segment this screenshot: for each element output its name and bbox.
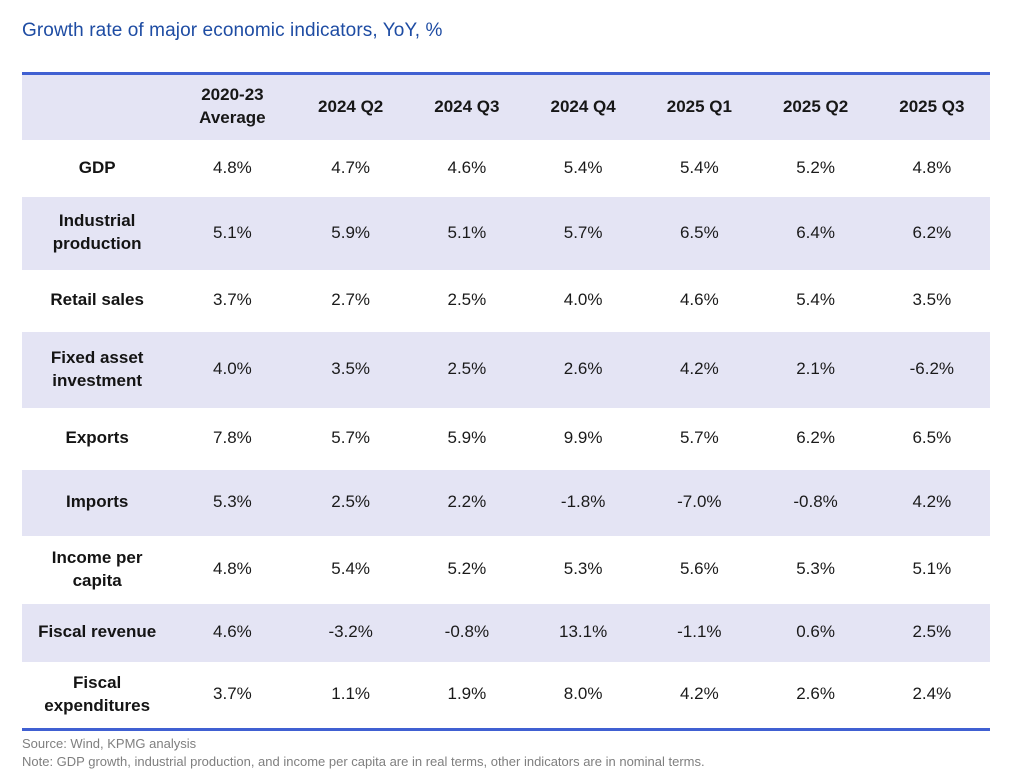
table-header: 2020-23 Average 2024 Q2 2024 Q3 2024 Q4 … (22, 73, 990, 140)
row-label: Income per capita (51, 547, 143, 590)
cell-value: 5.4% (679, 157, 719, 177)
cell-value: 5.7% (331, 428, 371, 448)
cell-value: 4.7% (331, 157, 371, 177)
row-label: Fixed asset investment (50, 347, 144, 390)
cell-value: 5.2% (447, 559, 487, 579)
row-label: Imports (65, 492, 129, 512)
table-row-income-per-capita: Income per capita 4.8% 5.4% 5.2% 5.3% 5.… (22, 535, 990, 604)
row-label: Fiscal expenditures (44, 672, 151, 715)
column-header-2025-q2: 2025 Q2 (782, 96, 849, 116)
cell-value: 3.5% (331, 359, 371, 379)
table-row-fiscal-revenue: Fiscal revenue 4.6% -3.2% -0.8% 13.1% -1… (22, 603, 990, 662)
cell-value: 4.6% (679, 290, 719, 310)
cell-value: 4.2% (679, 359, 719, 379)
cell-value: 6.2% (796, 428, 835, 448)
row-label: Exports (65, 428, 129, 448)
cell-value: 8.0% (563, 684, 603, 704)
header-row: 2020-23 Average 2024 Q2 2024 Q3 2024 Q4 … (22, 73, 990, 140)
cell-value: 5.1% (447, 222, 487, 242)
table-row-gdp: GDP 4.8% 4.7% 4.6% 5.4% 5.4% 5.2% 4.8% (22, 139, 990, 197)
cell-value: 4.2% (679, 684, 719, 704)
cell-value: 2.4% (912, 684, 952, 704)
cell-value: -0.8% (444, 622, 490, 642)
cell-value: 9.9% (563, 428, 603, 448)
cell-value: 2.5% (331, 492, 371, 512)
cell-value: 1.9% (447, 684, 487, 704)
cell-value: 6.5% (912, 428, 952, 448)
cell-value: 3.7% (213, 684, 252, 704)
cell-value: 6.2% (912, 222, 952, 242)
column-header-2020-23-average: 2020-23 Average (199, 85, 266, 128)
cell-value: 5.4% (796, 290, 835, 310)
cell-value: 5.2% (796, 157, 835, 177)
cell-value: 5.7% (563, 222, 603, 242)
table-row-exports: Exports 7.8% 5.7% 5.9% 9.9% 5.7% 6.2% 6.… (22, 407, 990, 470)
row-label: Industrial production (52, 211, 142, 253)
cell-value: 5.9% (447, 428, 487, 448)
column-header-empty (22, 74, 172, 140)
cell-value: 5.4% (563, 157, 603, 177)
cell-value: 5.3% (796, 559, 835, 579)
table-footnotes: Source: Wind, KPMG analysis Note: GDP gr… (22, 735, 990, 772)
cell-value: -1.8% (560, 492, 606, 512)
cell-value: 4.8% (213, 157, 252, 177)
table-row-imports: Imports 5.3% 2.5% 2.2% -1.8% -7.0% -0.8%… (22, 469, 990, 536)
table-body: GDP 4.8% 4.7% 4.6% 5.4% 5.4% 5.2% 4.8% I… (22, 139, 990, 730)
cell-value: -1.1% (677, 622, 722, 642)
cell-value: 2.5% (447, 290, 487, 310)
cell-value: -0.8% (793, 492, 838, 512)
column-header-2024-q2: 2024 Q2 (318, 96, 384, 116)
cell-value: 3.5% (912, 290, 952, 310)
row-label: GDP (78, 157, 116, 177)
column-header-2024-q3: 2024 Q3 (434, 96, 500, 116)
economic-indicators-table: 2020-23 Average 2024 Q2 2024 Q3 2024 Q4 … (22, 72, 990, 731)
cell-value: 5.9% (331, 222, 371, 242)
cell-value: 5.1% (912, 559, 952, 579)
cell-value: 6.4% (796, 222, 835, 242)
table-row-fiscal-expenditures: Fiscal expenditures 3.7% 1.1% 1.9% 8.0% … (22, 661, 990, 730)
cell-value: 5.3% (213, 492, 252, 512)
cell-value: 5.1% (213, 222, 252, 242)
cell-value: 13.1% (559, 622, 608, 642)
cell-value: -3.2% (328, 622, 373, 642)
cell-value: 2.7% (331, 290, 371, 310)
cell-value: 5.6% (679, 559, 719, 579)
source-note: Source: Wind, KPMG analysis (22, 736, 197, 751)
cell-value: 4.0% (213, 359, 252, 379)
cell-value: 2.5% (447, 359, 487, 379)
cell-value: 4.0% (563, 290, 603, 310)
page-title: Growth rate of major economic indicators… (22, 20, 443, 41)
cell-value: 2.6% (563, 359, 603, 379)
table-row-fixed-asset-investment: Fixed asset investment 4.0% 3.5% 2.5% 2.… (22, 331, 990, 408)
cell-value: -7.0% (677, 492, 722, 512)
cell-value: 6.5% (679, 222, 719, 242)
cell-value: 4.6% (447, 157, 487, 177)
column-header-2024-q4: 2024 Q4 (550, 96, 616, 116)
methodology-note: Note: GDP growth, industrial production,… (22, 754, 705, 770)
cell-value: 2.5% (912, 622, 952, 642)
table-row-retail-sales: Retail sales 3.7% 2.7% 2.5% 4.0% 4.6% 5.… (22, 269, 990, 332)
cell-value: 1.1% (331, 684, 371, 704)
cell-value: 5.7% (679, 428, 719, 448)
row-label: Fiscal revenue (38, 622, 157, 642)
cell-value: 3.7% (213, 290, 252, 310)
cell-value: 7.8% (213, 428, 252, 448)
cell-value: 2.2% (447, 492, 487, 512)
cell-value: 4.8% (912, 157, 952, 177)
column-header-2025-q3: 2025 Q3 (899, 96, 965, 116)
table-row-industrial-production: Industrial production 5.1% 5.9% 5.1% 5.7… (22, 196, 990, 270)
cell-value: 2.1% (796, 359, 835, 379)
cell-value: 2.6% (796, 684, 835, 704)
cell-value: 5.3% (563, 559, 603, 579)
cell-value: 4.2% (912, 492, 952, 512)
row-label: Retail sales (50, 290, 144, 310)
cell-value: 5.4% (331, 559, 371, 579)
column-header-2025-q1: 2025 Q1 (666, 96, 732, 116)
cell-value: 4.6% (213, 622, 252, 642)
cell-value: -6.2% (909, 359, 955, 379)
cell-value: 0.6% (796, 622, 835, 642)
cell-value: 4.8% (213, 559, 252, 579)
